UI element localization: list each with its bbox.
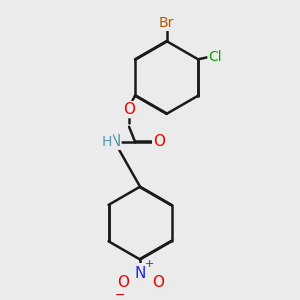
Text: Cl: Cl bbox=[208, 50, 222, 64]
Text: Br: Br bbox=[159, 16, 174, 30]
Text: −: − bbox=[115, 289, 125, 300]
Text: O: O bbox=[152, 275, 164, 290]
Text: O: O bbox=[117, 275, 129, 290]
Text: H: H bbox=[102, 135, 112, 149]
Text: N: N bbox=[134, 266, 146, 281]
Text: O: O bbox=[153, 134, 165, 149]
Text: O: O bbox=[123, 102, 135, 117]
Text: N: N bbox=[110, 134, 121, 149]
Text: +: + bbox=[145, 259, 154, 269]
